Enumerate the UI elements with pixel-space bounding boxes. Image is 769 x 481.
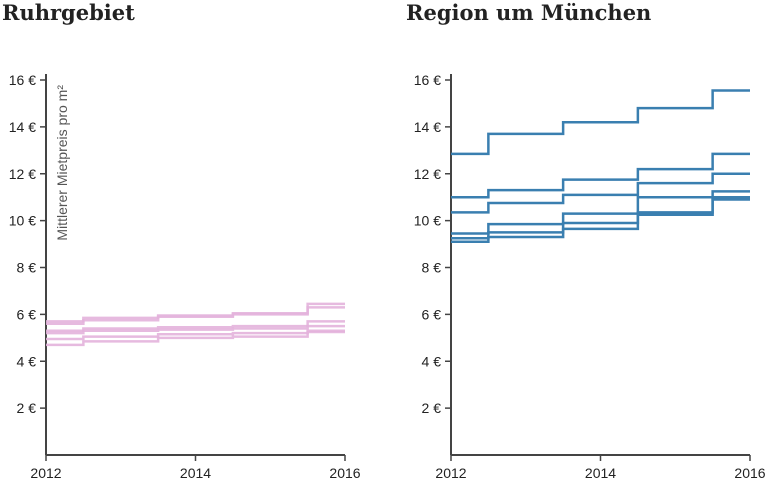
series-line-muenchen-2 bbox=[451, 152, 750, 199]
series-line-muenchen-6 bbox=[451, 198, 750, 243]
y-tick-label-ruhr-2: 2 € bbox=[17, 400, 37, 416]
y-tick-label-muenchen-14: 14 € bbox=[414, 119, 441, 135]
y-tick-label-muenchen-2: 2 € bbox=[422, 400, 442, 416]
y-tick-label-ruhr-6: 6 € bbox=[17, 306, 37, 322]
chart-title-ruhrgebiet: Ruhrgebiet bbox=[2, 0, 135, 25]
x-tick-label-ruhr-2016: 2016 bbox=[329, 465, 360, 481]
x-tick-label-muenchen-2016: 2016 bbox=[734, 465, 765, 481]
series-line-muenchen-1 bbox=[451, 89, 750, 156]
series-line-ruhr-2 bbox=[46, 306, 345, 325]
y-tick-label-muenchen-8: 8 € bbox=[422, 260, 442, 276]
x-tick-label-ruhr-2012: 2012 bbox=[30, 465, 61, 481]
series-line-muenchen-3 bbox=[451, 172, 750, 214]
y-tick-label-ruhr-16: 16 € bbox=[9, 72, 36, 88]
x-tick-label-muenchen-2012: 2012 bbox=[435, 465, 466, 481]
y-tick-label-muenchen-10: 10 € bbox=[414, 213, 441, 229]
series-line-ruhr-4 bbox=[46, 324, 345, 335]
y-axis-label-ruhr: Mittlerer Mietpreis pro m² bbox=[54, 85, 70, 241]
y-tick-label-muenchen-12: 12 € bbox=[414, 166, 441, 182]
y-tick-label-muenchen-4: 4 € bbox=[422, 353, 442, 369]
y-tick-label-ruhr-8: 8 € bbox=[17, 260, 37, 276]
y-tick-label-ruhr-4: 4 € bbox=[17, 353, 37, 369]
series-line-ruhr-1 bbox=[46, 302, 345, 323]
y-tick-label-muenchen-6: 6 € bbox=[422, 306, 442, 322]
y-tick-label-ruhr-14: 14 € bbox=[9, 119, 36, 135]
x-tick-label-muenchen-2014: 2014 bbox=[585, 465, 616, 481]
series-line-ruhr-6 bbox=[46, 330, 345, 347]
chart-title-muenchen: Region um München bbox=[406, 0, 652, 25]
x-tick-label-ruhr-2014: 2014 bbox=[180, 465, 211, 481]
y-tick-label-ruhr-10: 10 € bbox=[9, 213, 36, 229]
y-tick-label-ruhr-12: 12 € bbox=[9, 166, 36, 182]
y-tick-label-muenchen-16: 16 € bbox=[414, 72, 441, 88]
series-line-muenchen-4 bbox=[451, 190, 750, 235]
